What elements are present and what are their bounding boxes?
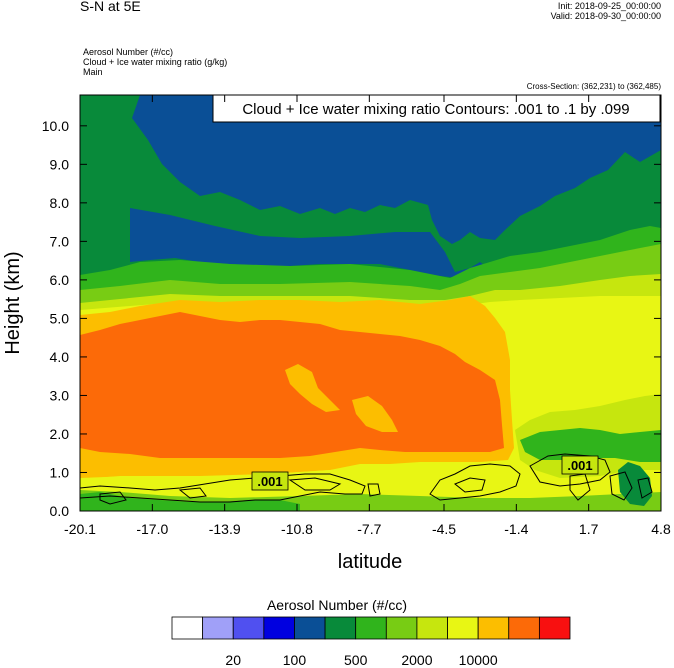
cross-section-label: Cross-Section: (362,231) to (362,485) [526,82,661,91]
colorbar-swatch [508,616,540,640]
field-name-main: Main [83,67,103,77]
region-yellow-pocket-1 [285,364,340,412]
colorbar-swatch [447,616,479,640]
y-tick-label: 7.0 [50,233,70,249]
y-tick-label: 10.0 [42,118,69,134]
y-tick-label: 1.0 [50,464,70,480]
y-tick-label: 3.0 [50,387,70,403]
colorbar-swatch [263,616,295,640]
colorbar-swatch [385,616,418,640]
y-tick-label: 9.0 [50,156,70,172]
y-axis: 0.0 1.0 2.0 3.0 4.0 5.0 6.0 7.0 8.0 9.0 10.0 [42,118,661,519]
colorbar-title: Aerosol Number (#/cc) [266,597,408,613]
contour-label-2: .001 [561,455,599,475]
contour-title: Cloud + Ice water mixing ratio Contours:… [242,101,629,118]
filled-contours: .001 .001 [80,95,661,511]
x-tick-label: -17.0 [136,521,168,537]
colorbar-swatch [477,616,510,640]
colorbar-swatch [324,616,357,640]
colorbar-label: 2000 [401,652,433,668]
colorbar-swatch [171,616,204,640]
region-blue-upper [132,95,661,244]
contour-label-text-2: .001 [567,458,592,473]
time-info: Init: 2018-09-25_00:00:00 Valid: 2018-09… [551,1,661,21]
x-tick-label: 1.7 [579,521,599,537]
colorbar-swatch [232,616,265,640]
contour-label-1: .001 [251,471,289,491]
colorbar-swatch [202,616,234,640]
colorbar-swatch [416,616,448,640]
region-right-green [520,428,661,462]
init-time: Init: 2018-09-25_00:00:00 [557,1,661,11]
x-tick-label: -10.8 [281,521,313,537]
y-tick-label: 6.0 [50,272,70,288]
x-tick-label: -13.9 [209,521,241,537]
plot-title: S-N at 5E [80,0,141,14]
valid-time: Valid: 2018-09-30_00:00:00 [550,11,661,21]
y-tick-label: 5.0 [50,310,70,326]
colorbar-swatch [538,616,571,640]
y-tick-label: 2.0 [50,426,70,442]
colorbar-label: 500 [344,652,368,668]
x-tick-label: -4.5 [432,521,456,537]
x-tick-label: -1.4 [504,521,528,537]
colorbar-swatch [355,616,387,640]
colorbar-swatch [294,616,326,640]
colorbar-label: 100 [282,652,307,668]
field-name-cloud: Cloud + Ice water mixing ratio (g/kg) [83,57,228,67]
field-name-aerosol: Aerosol Number (#/cc) [83,47,174,57]
x-axis-label: latitude [338,551,403,573]
y-tick-label: 8.0 [50,195,70,211]
contour-label-text-1: .001 [257,474,282,489]
y-tick-label: 0.0 [50,503,70,519]
colorbar-label: 10000 [458,652,498,668]
x-axis: -20.1 -17.0 -13.9 -10.8 -7.7 -4.5 -1.4 1.7 4.8 [64,95,671,537]
x-tick-label: 4.8 [651,521,671,537]
colorbar [171,616,571,640]
y-tick-label: 4.0 [50,349,70,365]
colorbar-label: 20 [225,652,242,668]
x-tick-label: -20.1 [64,521,96,537]
region-yellow-pocket-2 [352,396,398,432]
region-right-darkgreen [618,462,652,506]
region-blue-mid [130,208,495,280]
y-axis-label: Height (km) [2,251,24,354]
x-tick-label: -7.7 [357,521,381,537]
contour-title-box: Cloud + Ice water mixing ratio Contours:… [212,94,661,123]
region-surface-green-left [80,492,300,511]
